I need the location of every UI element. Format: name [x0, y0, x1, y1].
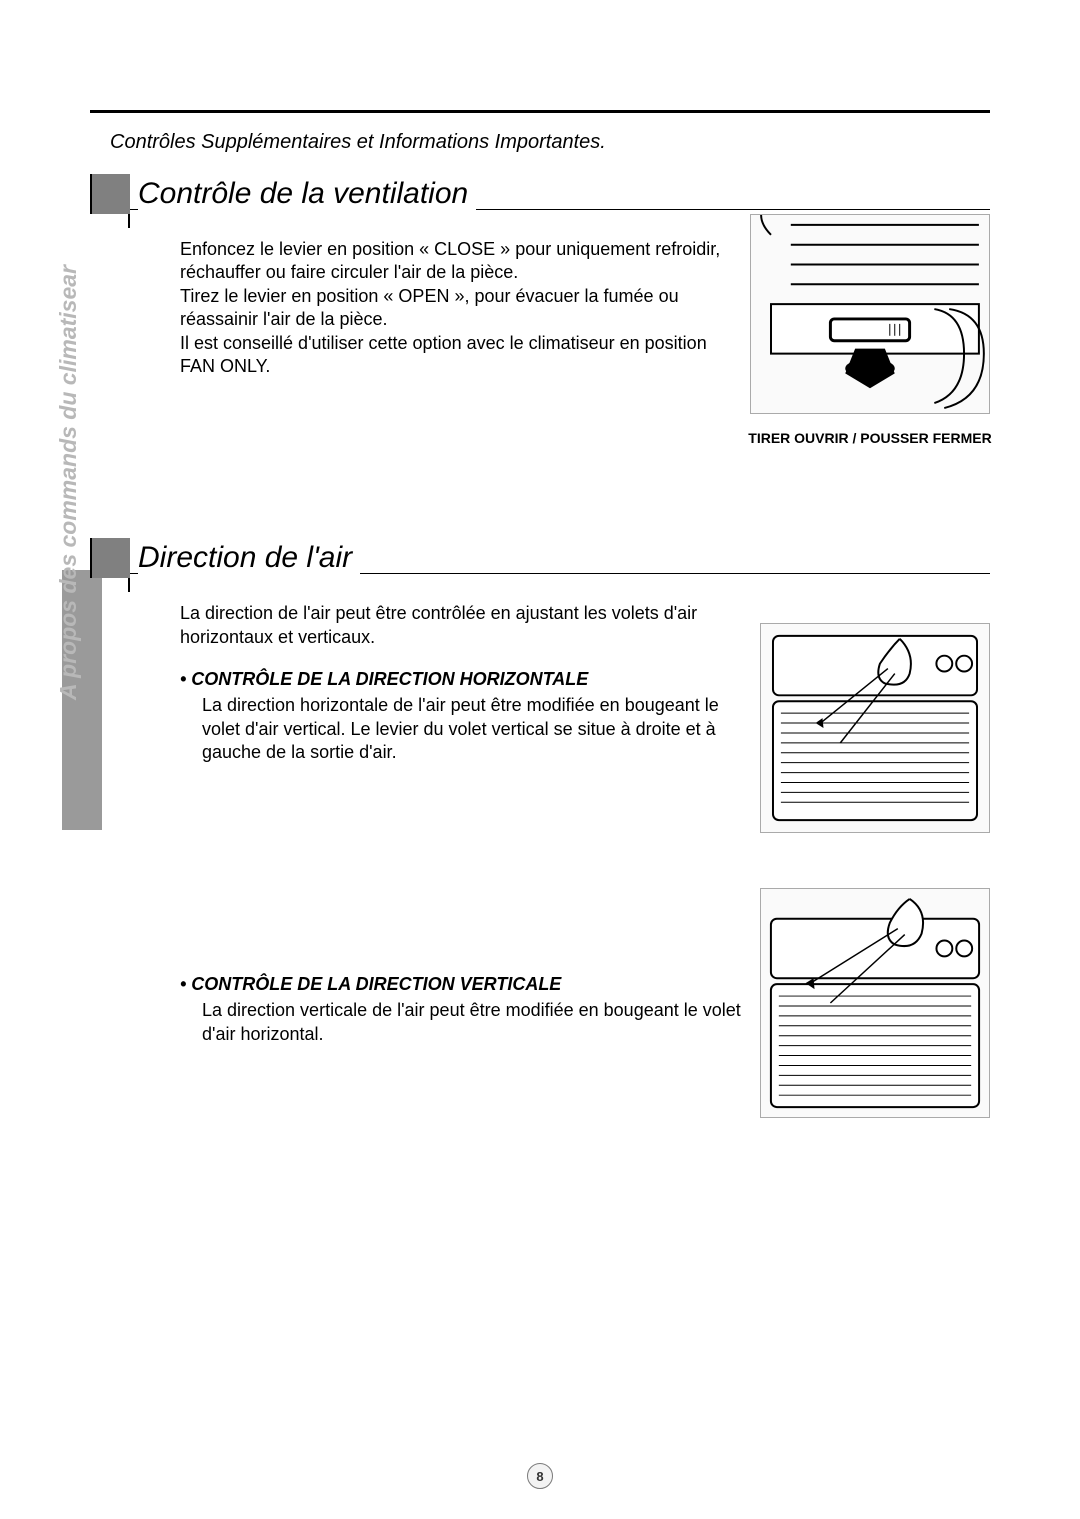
section-header: Contrôle de la ventilation [90, 174, 990, 214]
section-title: Contrôle de la ventilation [138, 177, 476, 211]
ventilation-caption: TIRER OUVRIR / POUSSER FERMER [740, 430, 1000, 446]
ventilation-diagram [750, 214, 990, 414]
section-tick [128, 578, 990, 592]
page-content: Contrôles Supplémentaires et Information… [90, 110, 990, 1046]
section-marker-box [90, 174, 130, 214]
page-subtitle: Contrôles Supplémentaires et Information… [110, 131, 990, 154]
section-title: Direction de l'air [138, 541, 360, 575]
horizontal-body: La direction horizontale de l'air peut ê… [202, 694, 742, 764]
direction-intro: La direction de l'air peut être contrôlé… [180, 602, 740, 649]
page-number-badge: 8 [527, 1463, 553, 1489]
section-header: Direction de l'air [90, 538, 990, 578]
horizontal-diagram [760, 623, 990, 833]
page-number: 8 [536, 1469, 543, 1484]
ventilation-body: Enfoncez le levier en position « CLOSE »… [180, 238, 740, 378]
vertical-diagram [760, 888, 990, 1118]
section-ventilation: Contrôle de la ventilation Enfoncez le l… [90, 174, 990, 378]
section-direction: Direction de l'air La direction de l'air… [90, 538, 990, 1046]
side-tab-label: A propos des commands du climatisear [56, 440, 80, 700]
vertical-body: La direction verticale de l'air peut êtr… [202, 999, 742, 1046]
section-marker-box [90, 538, 130, 578]
